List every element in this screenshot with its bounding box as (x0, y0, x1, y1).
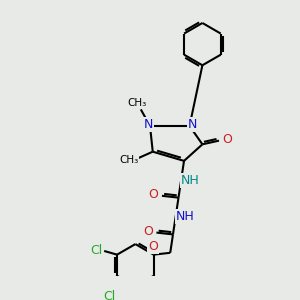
Text: O: O (148, 240, 158, 253)
Text: N: N (143, 118, 153, 130)
Text: NH: NH (181, 174, 200, 187)
Text: CH₃: CH₃ (128, 98, 147, 108)
Text: NH: NH (176, 211, 194, 224)
Text: Cl: Cl (103, 290, 116, 300)
Text: O: O (149, 188, 159, 201)
Text: N: N (188, 118, 197, 130)
Text: Cl: Cl (90, 244, 102, 256)
Text: CH₃: CH₃ (119, 155, 139, 165)
Text: O: O (143, 225, 153, 238)
Text: O: O (222, 133, 232, 146)
